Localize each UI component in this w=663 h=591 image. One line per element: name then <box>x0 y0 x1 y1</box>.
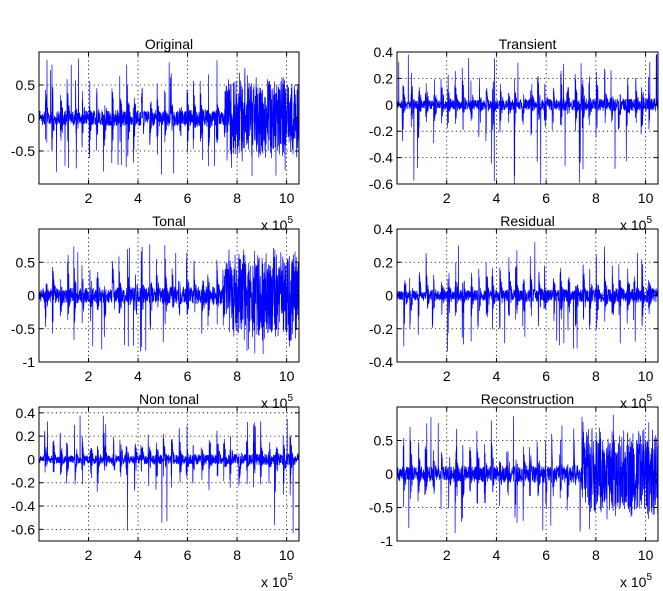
x-tick-label: 4 <box>493 368 501 384</box>
x-tick-label: 8 <box>592 368 600 384</box>
x-tick-label: 10 <box>279 368 295 384</box>
y-tick-label: -1 <box>23 354 36 370</box>
x-tick-label: 8 <box>233 190 241 206</box>
y-tick-label: 0 <box>27 451 35 467</box>
x-tick-label: 6 <box>542 368 550 384</box>
axes-frame <box>396 51 659 185</box>
y-tick-label: -0.2 <box>369 321 393 337</box>
subplot-5: 2 4 6 8 10 0.4 0.2 0 -0.2 -0.4 -0.6 Non tonal x 105 <box>11 391 300 590</box>
y-tick-label: 0.4 <box>16 405 36 421</box>
subplot-title: Transient <box>499 36 557 52</box>
y-tick-label: 0.5 <box>16 77 36 93</box>
x-tick-label: 10 <box>638 190 654 206</box>
x-tick-label: 4 <box>493 547 501 563</box>
x-tick-label: 6 <box>542 547 550 563</box>
y-tick-label: -0.2 <box>369 123 393 139</box>
x-multiplier-label: x 105 <box>261 572 293 590</box>
x-tick-label: 6 <box>184 547 192 563</box>
x-tick-label: 6 <box>184 190 192 206</box>
y-tick-label: -0.4 <box>11 498 35 514</box>
x-tick-label: 10 <box>638 547 654 563</box>
x-tick-label: 4 <box>134 547 142 563</box>
y-tick-label: -0.6 <box>369 176 393 192</box>
y-tick-label: 0.2 <box>374 254 394 270</box>
y-tick-label: -0.4 <box>369 354 393 370</box>
subplot-title: Original <box>145 36 193 52</box>
subplot-6: 2 4 6 8 10 0.5 0 -0.5 -1 Reconstruction x 105 <box>369 391 659 590</box>
subplot-title: Reconstruction <box>481 391 574 407</box>
subplot-title: Tonal <box>152 213 185 229</box>
x-multiplier-label: x 105 <box>261 215 293 233</box>
x-tick-label: 4 <box>493 190 501 206</box>
waveform-series <box>397 53 658 184</box>
y-tick-label: 0 <box>385 466 393 482</box>
y-tick-label: 0 <box>27 288 35 304</box>
y-tick-label: -1 <box>381 533 394 549</box>
y-tick-label: 0.5 <box>16 254 36 270</box>
x-tick-label: 6 <box>542 190 550 206</box>
y-tick-label: 0 <box>385 288 393 304</box>
x-tick-label: 2 <box>85 368 93 384</box>
x-tick-label: 4 <box>134 368 142 384</box>
subplot-4: 2 4 6 8 10 0.4 0.2 0 -0.2 -0.4 Residual x 105 <box>369 213 659 411</box>
waveform-series <box>397 242 658 352</box>
waveform-series <box>397 414 658 534</box>
y-tick-label: -0.5 <box>369 500 393 516</box>
x-multiplier-label: x 105 <box>620 393 652 411</box>
x-multiplier-label: x 105 <box>261 393 293 411</box>
x-multiplier-label: x 105 <box>620 572 652 590</box>
waveform-series <box>39 58 299 177</box>
x-tick-label: 8 <box>592 547 600 563</box>
y-tick-label: 0.2 <box>374 70 394 86</box>
y-tick-label: 0.4 <box>374 44 394 60</box>
x-tick-label: 8 <box>233 368 241 384</box>
y-tick-label: 0.4 <box>374 221 394 237</box>
x-multiplier-label: x 105 <box>620 215 652 233</box>
x-tick-label: 4 <box>134 190 142 206</box>
subplot-title: Non tonal <box>139 391 199 407</box>
subplot-2: 2 4 6 8 10 0.4 0.2 0 -0.2 -0.4 -0.6 Transient x 105 <box>369 36 659 233</box>
y-tick-label: -0.2 <box>11 475 35 491</box>
y-tick-label: -0.6 <box>11 521 35 537</box>
x-tick-label: 6 <box>184 368 192 384</box>
x-tick-label: 2 <box>443 368 451 384</box>
x-tick-label: 2 <box>85 547 93 563</box>
waveform-series <box>39 244 299 355</box>
y-tick-label: 0.2 <box>16 428 36 444</box>
waveform-series <box>39 415 299 534</box>
x-tick-label: 10 <box>279 547 295 563</box>
x-tick-label: 2 <box>443 190 451 206</box>
x-tick-label: 8 <box>233 547 241 563</box>
x-tick-label: 2 <box>443 547 451 563</box>
subplot-title: Residual <box>500 213 554 229</box>
y-tick-label: 0 <box>27 110 35 126</box>
y-tick-label: -0.5 <box>11 143 35 159</box>
x-tick-label: 8 <box>592 190 600 206</box>
y-tick-label: 0.5 <box>374 433 394 449</box>
subplot-1: 2 4 6 8 10 0.5 0 -0.5 Original x 105 <box>11 36 300 233</box>
axes-frame <box>38 406 300 542</box>
x-tick-label: 10 <box>638 368 654 384</box>
y-tick-label: -0.5 <box>11 321 35 337</box>
y-tick-label: 0 <box>385 97 393 113</box>
x-tick-label: 2 <box>85 190 93 206</box>
subplot-3: 2 4 6 8 10 0.5 0 -0.5 -1 Tonal x 105 <box>11 213 300 411</box>
y-tick-label: -0.4 <box>369 150 393 166</box>
x-tick-label: 10 <box>279 190 295 206</box>
